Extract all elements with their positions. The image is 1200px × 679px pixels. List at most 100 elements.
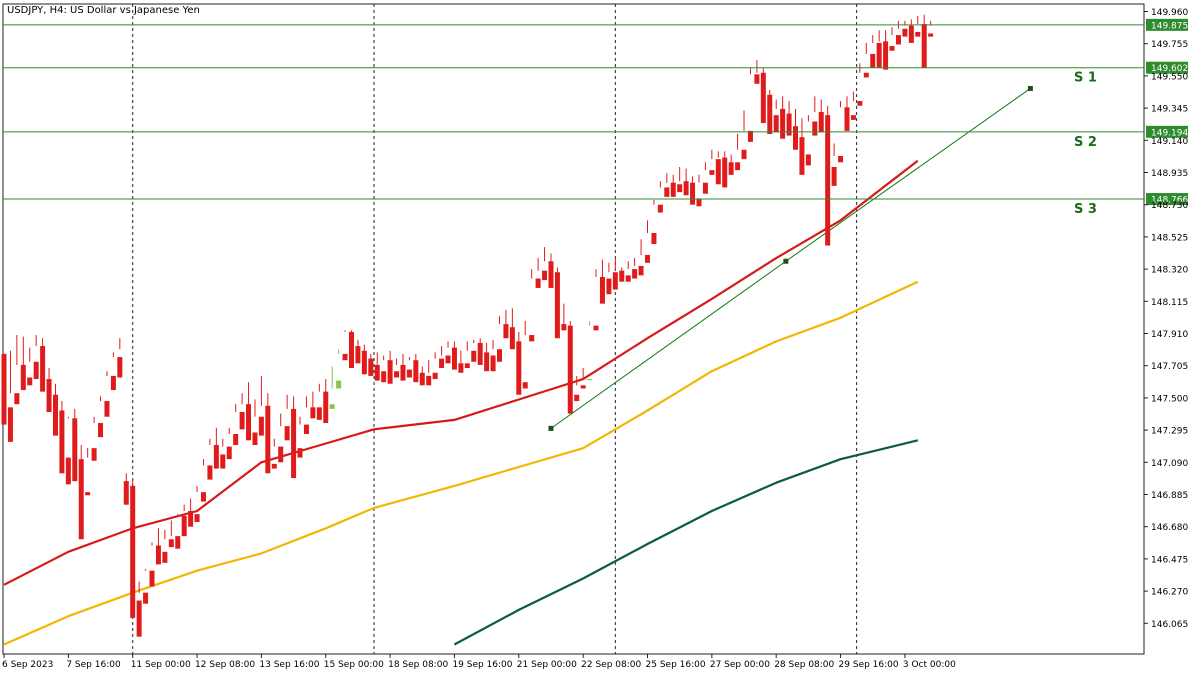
candle xyxy=(599,259,605,304)
candle-body xyxy=(400,364,406,381)
candle-body xyxy=(78,459,84,540)
candle-body xyxy=(40,346,46,392)
candle-body xyxy=(213,445,219,469)
candle xyxy=(445,341,451,364)
price-level-badge xyxy=(1146,61,1188,74)
candle xyxy=(155,528,161,565)
candle xyxy=(85,448,91,496)
y-tick-label: 146.885 xyxy=(1151,491,1188,501)
candle xyxy=(246,382,252,441)
candle xyxy=(818,99,824,133)
candle xyxy=(426,360,432,386)
y-tick-label: 148.935 xyxy=(1151,169,1188,179)
candle-body xyxy=(902,28,908,37)
candle xyxy=(361,344,367,375)
candle-body xyxy=(143,592,149,604)
y-tick-label: 149.755 xyxy=(1151,40,1188,50)
candle xyxy=(1,353,7,425)
candle xyxy=(477,338,483,365)
candle-body xyxy=(542,270,548,281)
candle-body xyxy=(490,355,496,372)
candle-body xyxy=(458,363,464,373)
candle-body xyxy=(130,485,136,618)
candle-body xyxy=(104,401,110,417)
candle-body xyxy=(773,115,779,133)
candle-body xyxy=(895,35,901,45)
candle-body xyxy=(567,325,573,414)
candle-body xyxy=(876,42,882,69)
candle xyxy=(773,99,779,133)
x-tick-label: 7 Sep 16:00 xyxy=(66,660,121,670)
candle xyxy=(271,438,277,469)
candle-body xyxy=(271,463,277,469)
candle-body xyxy=(696,198,702,207)
y-tick-label: 147.090 xyxy=(1151,459,1188,469)
candle xyxy=(72,408,78,482)
candle xyxy=(529,269,535,342)
candle xyxy=(638,239,644,276)
candle xyxy=(593,269,599,331)
candle-body xyxy=(52,394,58,436)
candle-body xyxy=(735,162,741,171)
candle xyxy=(561,303,567,331)
candle-body xyxy=(863,72,869,78)
candle xyxy=(374,352,380,381)
price-level-badge xyxy=(1146,193,1188,206)
candle-body xyxy=(426,375,432,386)
candle-body xyxy=(857,101,863,106)
x-tick-label: 3 Oct 00:00 xyxy=(903,660,956,670)
candle-body xyxy=(831,167,837,186)
candle-body xyxy=(850,115,856,120)
candle-body xyxy=(664,187,670,197)
candle-body xyxy=(284,426,290,441)
support-label: S 3 xyxy=(1074,202,1097,217)
candle xyxy=(496,316,502,362)
candle-body xyxy=(632,269,638,279)
candle-body xyxy=(85,492,91,496)
candle xyxy=(381,355,387,383)
candle-body xyxy=(599,276,605,304)
candle xyxy=(683,168,689,196)
candle-body xyxy=(342,353,348,361)
candle xyxy=(458,350,464,373)
candle xyxy=(91,416,97,461)
candle-body xyxy=(683,181,689,196)
candle xyxy=(690,176,696,205)
candle-body xyxy=(767,94,773,135)
candle xyxy=(651,199,657,244)
candle xyxy=(883,30,889,70)
trendline-anchor xyxy=(783,258,789,264)
candle xyxy=(284,394,290,441)
candle-body xyxy=(786,113,792,136)
candle xyxy=(567,320,573,414)
candle-body xyxy=(645,254,650,263)
candle xyxy=(400,353,406,381)
candle xyxy=(181,504,187,537)
candle xyxy=(239,393,245,430)
x-tick-label: 19 Sep 16:00 xyxy=(452,660,512,670)
candle xyxy=(503,309,509,339)
candle-body xyxy=(522,382,528,389)
y-tick-label: 149.550 xyxy=(1151,72,1188,82)
candle xyxy=(812,96,818,136)
candle xyxy=(188,498,194,527)
candle-body xyxy=(329,404,335,409)
candle xyxy=(168,520,174,548)
candle-body xyxy=(503,324,509,339)
trendline-anchor xyxy=(548,425,554,431)
candle xyxy=(297,416,303,458)
candle-body xyxy=(316,407,322,420)
price-level-badge-label: 149.875 xyxy=(1151,21,1188,31)
y-tick-label: 147.500 xyxy=(1151,394,1188,404)
candle-body xyxy=(98,423,104,438)
candle-body xyxy=(265,405,271,474)
candle-body xyxy=(394,371,400,378)
support-label: S 1 xyxy=(1074,71,1097,86)
x-tick-label: 11 Sep 00:00 xyxy=(131,660,191,670)
candle-body xyxy=(908,25,914,43)
candle-body xyxy=(246,404,252,441)
candle xyxy=(104,371,110,417)
y-tick-label: 147.910 xyxy=(1151,330,1188,340)
